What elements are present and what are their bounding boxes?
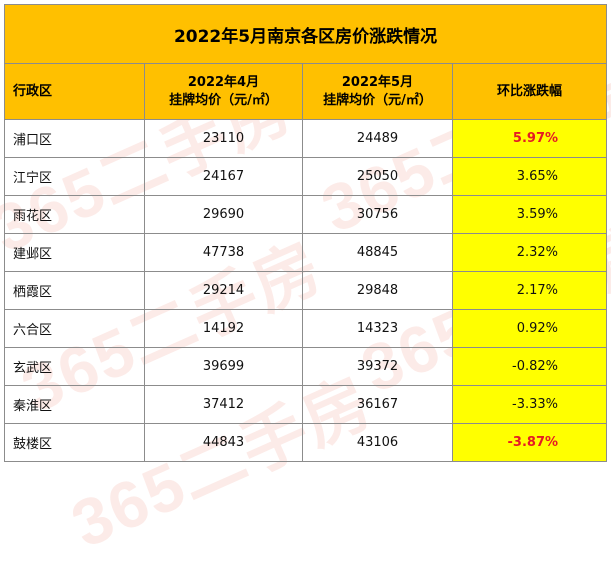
may-price-cell: 36167 xyxy=(302,385,453,424)
table-row: 秦淮区 37412 36167 -3.33% xyxy=(4,385,608,424)
header-may-line2: 挂牌均价（元/㎡） xyxy=(323,92,432,108)
change-cell: 0.92% xyxy=(451,309,608,348)
district-cell: 江宁区 xyxy=(4,157,145,196)
may-price-cell: 24489 xyxy=(302,119,453,158)
change-cell: -0.82% xyxy=(451,347,608,386)
april-price-cell: 39699 xyxy=(144,347,303,386)
table-row: 鼓楼区 44843 43106 -3.87% xyxy=(4,423,608,462)
table-row: 玄武区 39699 39372 -0.82% xyxy=(4,347,608,386)
change-cell: -3.33% xyxy=(451,385,608,424)
header-april-line2: 挂牌均价（元/㎡） xyxy=(169,92,278,108)
change-cell: 3.59% xyxy=(451,195,608,234)
change-cell: 2.17% xyxy=(451,271,608,310)
april-price-cell: 47738 xyxy=(144,233,303,272)
table-body: 浦口区 23110 24489 5.97% 江宁区 24167 25050 3.65% 雨花区 2… xyxy=(4,119,608,462)
header-april-line1: 2022年4月 xyxy=(187,74,260,90)
table-row: 雨花区 29690 30756 3.59% xyxy=(4,195,608,234)
april-price-cell: 24167 xyxy=(144,157,303,196)
header-row: 行政区 2022年4月 挂牌均价（元/㎡） 2022年5月 挂牌均价（元/㎡） … xyxy=(4,63,608,120)
district-cell: 玄武区 xyxy=(4,347,145,386)
district-cell: 六合区 xyxy=(4,309,145,348)
table-row: 江宁区 24167 25050 3.65% xyxy=(4,157,608,196)
may-price-cell: 39372 xyxy=(302,347,453,386)
title-row: 2022年5月南京各区房价涨跌情况 xyxy=(3,4,608,64)
header-may-line1: 2022年5月 xyxy=(341,74,414,90)
house-price-table: 2022年5月南京各区房价涨跌情况 行政区 2022年4月 挂牌均价（元/㎡） … xyxy=(3,4,608,462)
district-cell: 建邺区 xyxy=(4,233,145,272)
district-cell: 秦淮区 xyxy=(4,385,145,424)
district-cell: 雨花区 xyxy=(4,195,145,234)
may-price-cell: 29848 xyxy=(302,271,453,310)
may-price-cell: 48845 xyxy=(302,233,453,272)
april-price-cell: 37412 xyxy=(144,385,303,424)
header-change: 环比涨跌幅 xyxy=(451,63,608,120)
table-row: 浦口区 23110 24489 5.97% xyxy=(4,119,608,158)
table-row: 六合区 14192 14323 0.92% xyxy=(4,309,608,348)
header-april: 2022年4月 挂牌均价（元/㎡） xyxy=(144,63,303,120)
change-cell: 5.97% xyxy=(451,119,608,158)
change-cell: 2.32% xyxy=(451,233,608,272)
header-may: 2022年5月 挂牌均价（元/㎡） xyxy=(302,63,453,120)
may-price-cell: 43106 xyxy=(302,423,453,462)
change-cell: 3.65% xyxy=(451,157,608,196)
may-price-cell: 25050 xyxy=(302,157,453,196)
table-row: 建邺区 47738 48845 2.32% xyxy=(4,233,608,272)
april-price-cell: 44843 xyxy=(144,423,303,462)
april-price-cell: 29690 xyxy=(144,195,303,234)
district-cell: 鼓楼区 xyxy=(4,423,145,462)
header-district: 行政区 xyxy=(4,63,145,120)
change-cell: -3.87% xyxy=(451,423,608,462)
district-cell: 栖霞区 xyxy=(4,271,145,310)
may-price-cell: 14323 xyxy=(302,309,453,348)
april-price-cell: 14192 xyxy=(144,309,303,348)
may-price-cell: 30756 xyxy=(302,195,453,234)
april-price-cell: 29214 xyxy=(144,271,303,310)
district-cell: 浦口区 xyxy=(4,119,145,158)
table-row: 栖霞区 29214 29848 2.17% xyxy=(4,271,608,310)
april-price-cell: 23110 xyxy=(144,119,303,158)
table-title: 2022年5月南京各区房价涨跌情况 xyxy=(3,4,608,64)
